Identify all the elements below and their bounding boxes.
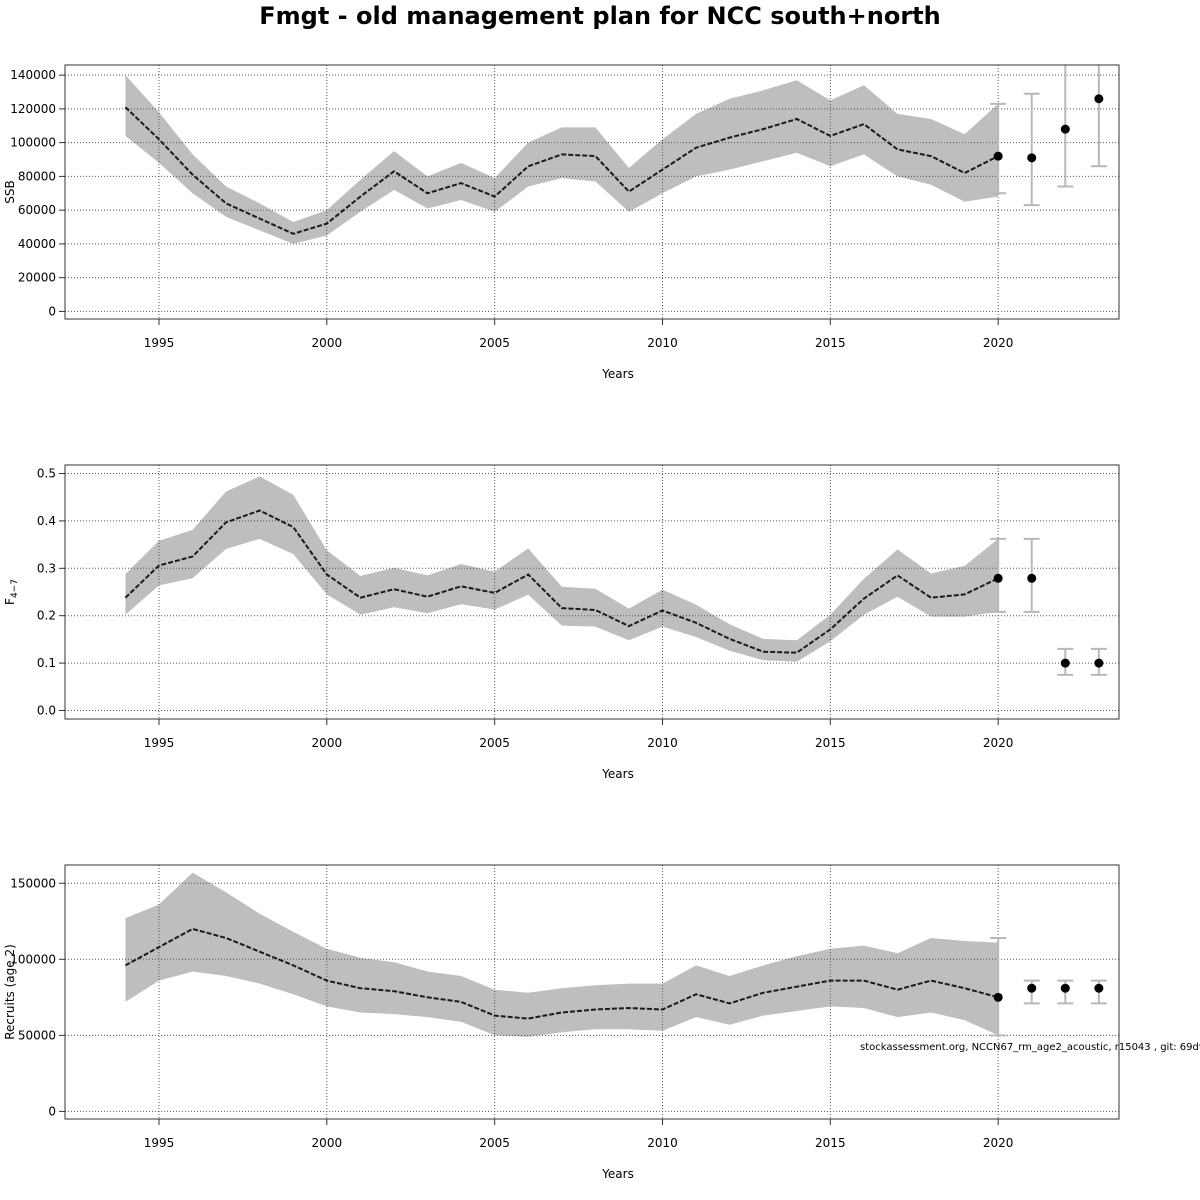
confidence-band (125, 872, 999, 1037)
x-axis-label: Years (601, 367, 634, 381)
footer-credit: stockassessment.org, NCCN67_rm_age2_acou… (860, 1042, 1200, 1053)
estimate-line (124, 509, 999, 654)
forecast-point (1060, 983, 1070, 993)
x-tick-label: 2015 (815, 736, 846, 750)
y-tick-label: 140000 (10, 68, 56, 82)
chart-panel-2: 1995 2000 2005 2010 2015 2020 0.0 0.1 0.2 0.3 0.4 0… (3, 464, 1120, 781)
x-tick-label: 2000 (312, 736, 343, 750)
x-axis-label: Years (601, 1167, 634, 1181)
y-tick-label: 20000 (18, 271, 56, 285)
y-axis-label: SSB (3, 180, 17, 203)
y-tick-label: 0.1 (37, 656, 56, 670)
estimate-line (124, 106, 999, 235)
forecast-point (1027, 573, 1037, 583)
forecast-point (1027, 983, 1037, 993)
confidence-band (125, 75, 999, 244)
y-tick-label: 60000 (18, 203, 56, 217)
forecast-point (993, 573, 1003, 583)
x-tick-label: 2005 (479, 336, 510, 350)
forecast-point (993, 992, 1003, 1002)
x-tick-label: 2020 (983, 736, 1014, 750)
y-tick-label: 50000 (18, 1028, 56, 1042)
plot-frame (64, 864, 1120, 1120)
y-axis-label-subscript: 4−7 (10, 579, 20, 598)
chart-panel-1: 1995 2000 2005 2010 2015 2020 0 20000 40000 60000… (3, 64, 1120, 381)
forecast-point (1094, 94, 1104, 104)
forecast-point (1060, 124, 1070, 134)
x-tick-label: 2000 (312, 336, 343, 350)
x-tick-label: 2020 (983, 1136, 1014, 1150)
forecast-point (1060, 658, 1070, 668)
y-tick-label: 100000 (10, 136, 56, 150)
x-tick-label: 2020 (983, 336, 1014, 350)
x-tick-label: 2010 (647, 736, 678, 750)
y-tick-label: 0.2 (37, 609, 56, 623)
y-tick-label: 0 (48, 304, 56, 318)
chart-panel-3: 1995 2000 2005 2010 2015 2020 0 50000 100000 1500… (3, 864, 1120, 1181)
estimate-line (124, 927, 999, 1020)
x-tick-label: 2010 (647, 336, 678, 350)
plot-frame (64, 64, 1120, 320)
x-tick-label: 2010 (647, 1136, 678, 1150)
y-tick-label: 100000 (10, 952, 56, 966)
forecast-point (993, 151, 1003, 161)
forecast-point (1027, 153, 1037, 163)
y-tick-label: 0.0 (37, 703, 56, 717)
x-tick-label: 1995 (144, 1136, 175, 1150)
y-tick-label: 120000 (10, 102, 56, 116)
forecast-point (1094, 658, 1104, 668)
y-axis-label: Recruits (age 2) (3, 944, 17, 1040)
y-tick-label: 0.3 (37, 561, 56, 575)
x-tick-label: 2015 (815, 336, 846, 350)
y-tick-label: 0 (48, 1104, 56, 1118)
y-tick-label: 0.4 (37, 514, 56, 528)
forecast-point (1094, 983, 1104, 993)
x-tick-label: 2000 (312, 1136, 343, 1150)
y-axis-label: F4−7 (3, 579, 20, 605)
x-axis-label: Years (601, 767, 634, 781)
x-tick-label: 2005 (479, 1136, 510, 1150)
plot-frame (64, 464, 1120, 720)
confidence-band (125, 476, 999, 662)
chart-title: Fmgt - old management plan for NCC south… (259, 2, 941, 30)
y-tick-label: 150000 (10, 876, 56, 890)
x-tick-label: 1995 (144, 736, 175, 750)
x-tick-label: 2005 (479, 736, 510, 750)
x-tick-label: 1995 (144, 336, 175, 350)
y-tick-label: 80000 (18, 169, 56, 183)
y-tick-label: 40000 (18, 237, 56, 251)
x-tick-label: 2015 (815, 1136, 846, 1150)
y-tick-label: 0.5 (37, 467, 56, 481)
